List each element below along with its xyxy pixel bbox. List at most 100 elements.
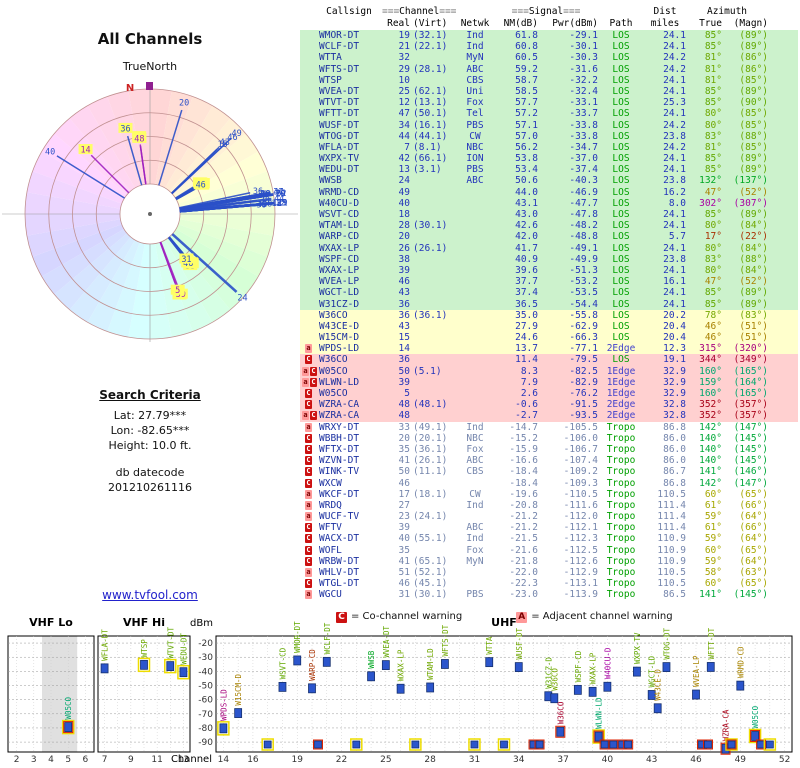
real-channel-cell: 27 bbox=[398, 499, 410, 511]
callsign-label: W40CU-D bbox=[603, 647, 612, 679]
azimuth-magn-cell: (145°) bbox=[733, 443, 768, 455]
nm-cell: 56.2 bbox=[515, 141, 538, 153]
pwr-cell: -112.3 bbox=[563, 533, 598, 545]
pwr-cell: -109.2 bbox=[563, 466, 598, 478]
callsign-cell: WZRA-CA bbox=[319, 410, 360, 422]
azimuth-true-cell: 315° bbox=[699, 343, 722, 355]
azimuth-true-cell: 46° bbox=[704, 320, 722, 332]
dist-cell: 24.2 bbox=[663, 63, 686, 75]
channel-tick: 40 bbox=[602, 755, 614, 765]
real-channel-cell: 12 bbox=[398, 97, 410, 109]
adjacent-channel-chip: a bbox=[302, 411, 309, 421]
path-cell: LOS bbox=[612, 276, 630, 288]
nm-cell: 27.9 bbox=[515, 320, 538, 332]
dist-cell: 24.1 bbox=[663, 164, 686, 176]
nm-cell: 37.4 bbox=[515, 287, 538, 299]
channel-tick: 2 bbox=[14, 755, 20, 765]
real-channel-cell: 46 bbox=[398, 276, 410, 288]
network-cell: ION bbox=[466, 153, 484, 165]
table-row: C WINK-TV 50 (11.1) CBS -18.4 -109.2 Tropo 86.7 1… bbox=[300, 466, 798, 478]
table-row: WFTS-DT 29 (28.1) ABC 59.2 -31.6 LOS 24.2 81° (86… bbox=[300, 63, 798, 75]
network-cell: Fox bbox=[466, 544, 484, 556]
dist-cell: 24.1 bbox=[663, 108, 686, 120]
azimuth-true-cell: 58° bbox=[704, 567, 722, 578]
warn-cell: C bbox=[302, 578, 316, 589]
channel-label: 42 bbox=[272, 199, 282, 209]
nm-cell: 57.2 bbox=[515, 108, 538, 120]
signal-bar bbox=[751, 731, 759, 741]
channel-label: 47 bbox=[273, 187, 283, 197]
bar-warning-outline bbox=[61, 719, 75, 735]
azimuth-true-cell: 80° bbox=[704, 242, 722, 254]
table-row: a C W05CO 50 (5.1) 8.3 -82.5 1Edge 32.9 160° (165°… bbox=[300, 365, 798, 377]
path-cell: LOS bbox=[612, 52, 630, 64]
azimuth-magn-cell: (147°) bbox=[733, 421, 768, 433]
table-row: C WFTV 39 ABC -21.2 -112.1 Tropo 111.4 61° (66°) bbox=[300, 522, 798, 534]
signal-bar bbox=[352, 740, 361, 749]
real-channel-cell: 43 bbox=[398, 320, 410, 332]
azimuth-true-cell: 80° bbox=[704, 108, 722, 120]
warn-cell: C bbox=[302, 433, 316, 444]
azimuth-sector bbox=[26, 171, 150, 214]
callsign-label: WEDU-DT bbox=[179, 633, 188, 665]
channel-label: 32 bbox=[276, 189, 286, 199]
dist-cell: 24.1 bbox=[663, 287, 686, 299]
azimuth-true-cell: 140° bbox=[699, 432, 722, 444]
azimuth-magn-cell: (64°) bbox=[739, 511, 768, 523]
channel-label: 43 bbox=[220, 138, 230, 148]
dist-cell: 111.4 bbox=[657, 499, 686, 511]
warn-cell: C bbox=[302, 533, 316, 544]
dist-cell: 110.9 bbox=[657, 533, 686, 545]
channel-label: 20 bbox=[179, 98, 189, 108]
callsign-cell: W15CM-D bbox=[319, 332, 360, 344]
path-cell: 1Edge bbox=[606, 365, 636, 377]
nm-cell: 24.6 bbox=[515, 332, 538, 344]
adjacent-channel-legend: A = Adjacent channel warning bbox=[516, 611, 673, 623]
channel-label: 40 bbox=[45, 148, 55, 158]
warn-cell: a bbox=[302, 567, 316, 578]
path-cell: LOS bbox=[612, 354, 630, 366]
nm-cell: -18.4 bbox=[509, 477, 538, 489]
col-signal: ≡≡≡Signal≡≡≡ bbox=[511, 6, 581, 18]
real-channel-cell: 15 bbox=[398, 332, 410, 344]
callsign-cell: WTTA bbox=[319, 52, 342, 64]
signal-bar bbox=[594, 731, 603, 742]
nm-cell: 58.5 bbox=[515, 85, 538, 97]
warn-cell: C bbox=[302, 455, 316, 466]
dist-cell: 5.7 bbox=[668, 231, 686, 243]
callsign-label: WXAX-LP bbox=[589, 652, 598, 684]
bar-warning-outline bbox=[763, 738, 777, 751]
table-row: C WOFL 35 Fox -21.6 -112.5 Tropo 110.9 60° (65°) bbox=[300, 544, 798, 556]
table-row: C WXCW 46 -18.4 -109.3 Tropo 86.8 142° (147°) bbox=[300, 477, 798, 489]
real-channel-cell: 21 bbox=[398, 41, 410, 53]
dbm-tick: -70 bbox=[198, 710, 213, 720]
callsign-cell: W36CO bbox=[319, 354, 348, 366]
dbm-tick: -90 bbox=[198, 738, 213, 748]
real-channel-cell: 14 bbox=[398, 343, 410, 355]
table-row: W31CZ-D 36 36.5 -54.4 LOS 24.1 85° (89°) bbox=[300, 298, 798, 310]
signal-bar bbox=[411, 740, 420, 749]
azimuth-sector bbox=[32, 151, 150, 214]
dist-cell: 24.1 bbox=[663, 30, 686, 41]
callsign-label: WFTT-DT bbox=[707, 627, 716, 659]
callsign-cell: WLWN-LD bbox=[319, 376, 360, 388]
channel-label: 36 bbox=[256, 200, 266, 210]
tvfool-link[interactable]: www.tvfool.com bbox=[102, 588, 198, 602]
pwr-cell: -62.9 bbox=[569, 320, 598, 332]
callsign-label: WRMD-CD bbox=[736, 646, 745, 678]
azimuth-true-cell: 140° bbox=[699, 455, 722, 467]
virtual-channel-cell: (3.1) bbox=[413, 164, 442, 176]
channel-label: 39 bbox=[258, 190, 268, 200]
nm-cell: 42.0 bbox=[515, 231, 538, 243]
nm-cell: -23.0 bbox=[509, 589, 538, 601]
channel-label: 31 bbox=[181, 255, 191, 265]
signal-bar bbox=[234, 708, 243, 718]
table-row: C WTGL-DT 46 (45.1) -22.3 -113.1 Tropo 110.5 60°… bbox=[300, 578, 798, 590]
azimuth-magn-cell: (89°) bbox=[739, 85, 768, 97]
pwr-cell: -33.1 bbox=[569, 97, 598, 109]
path-cell: LOS bbox=[612, 231, 630, 243]
callsign-cell: WSVT-CD bbox=[319, 209, 360, 220]
azimuth-sector bbox=[150, 90, 193, 214]
nm-cell: 53.4 bbox=[515, 164, 538, 176]
dist-cell: 24.1 bbox=[663, 220, 686, 232]
